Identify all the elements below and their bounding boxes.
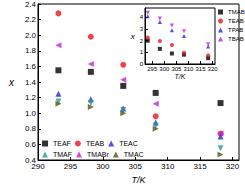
svg-text:2: 2 xyxy=(140,38,144,44)
svg-text:TEAC: TEAC xyxy=(119,140,138,147)
svg-text:TBAB: TBAB xyxy=(228,36,244,42)
svg-text:320: 320 xyxy=(226,162,240,171)
svg-text:T/K: T/K xyxy=(175,73,186,80)
svg-text:1.6: 1.6 xyxy=(25,62,37,71)
svg-text:0.6: 0.6 xyxy=(25,140,37,149)
svg-text:310: 310 xyxy=(183,66,194,72)
svg-text:315: 315 xyxy=(196,66,207,72)
svg-text:295: 295 xyxy=(64,162,78,171)
svg-text:0: 0 xyxy=(140,61,144,67)
svg-text:300: 300 xyxy=(96,162,110,171)
svg-text:2.4: 2.4 xyxy=(25,0,37,9)
svg-text:TEAB: TEAB xyxy=(228,18,244,24)
svg-text:295: 295 xyxy=(147,66,158,72)
svg-text:3: 3 xyxy=(140,26,144,32)
svg-text:305: 305 xyxy=(129,162,143,171)
svg-text:TMABr: TMABr xyxy=(87,151,109,158)
svg-text:x: x xyxy=(8,77,15,88)
svg-text:TPAB: TPAB xyxy=(228,27,243,33)
svg-text:320: 320 xyxy=(208,66,219,72)
svg-text:0.8: 0.8 xyxy=(25,124,37,133)
svg-text:T/K: T/K xyxy=(131,175,146,185)
svg-text:x: x xyxy=(130,32,136,41)
svg-text:305: 305 xyxy=(171,66,182,72)
svg-text:TMAC: TMAC xyxy=(124,151,144,158)
svg-text:2.2: 2.2 xyxy=(25,15,37,24)
svg-text:310: 310 xyxy=(161,162,175,171)
svg-text:1.4: 1.4 xyxy=(25,78,37,87)
svg-text:TMAB: TMAB xyxy=(228,9,245,15)
svg-text:1: 1 xyxy=(140,49,144,55)
svg-text:TMAF: TMAF xyxy=(53,151,72,158)
svg-text:4: 4 xyxy=(140,14,144,20)
svg-text:TEAB: TEAB xyxy=(86,140,105,147)
svg-text:300: 300 xyxy=(159,66,170,72)
svg-text:0.4: 0.4 xyxy=(24,155,36,165)
svg-text:2.0: 2.0 xyxy=(25,31,37,40)
svg-text:315: 315 xyxy=(193,162,207,171)
svg-text:290: 290 xyxy=(31,162,45,171)
svg-text:1.2: 1.2 xyxy=(25,93,37,102)
svg-text:1.0: 1.0 xyxy=(25,109,37,118)
svg-text:TEAF: TEAF xyxy=(53,140,71,147)
svg-text:1.8: 1.8 xyxy=(25,46,37,55)
